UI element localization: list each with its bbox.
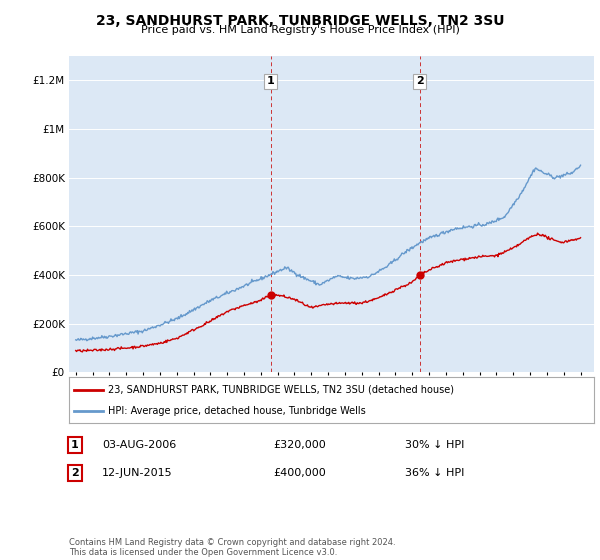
Text: 12-JUN-2015: 12-JUN-2015 xyxy=(102,468,173,478)
Text: HPI: Average price, detached house, Tunbridge Wells: HPI: Average price, detached house, Tunb… xyxy=(109,407,366,416)
Text: 23, SANDHURST PARK, TUNBRIDGE WELLS, TN2 3SU: 23, SANDHURST PARK, TUNBRIDGE WELLS, TN2… xyxy=(96,14,504,28)
Text: 2: 2 xyxy=(71,468,79,478)
Text: 1: 1 xyxy=(267,76,274,86)
Text: 36% ↓ HPI: 36% ↓ HPI xyxy=(405,468,464,478)
Text: £320,000: £320,000 xyxy=(273,440,326,450)
Text: 30% ↓ HPI: 30% ↓ HPI xyxy=(405,440,464,450)
Text: 03-AUG-2006: 03-AUG-2006 xyxy=(102,440,176,450)
Text: 1: 1 xyxy=(71,440,79,450)
Text: 2: 2 xyxy=(416,76,424,86)
Text: £400,000: £400,000 xyxy=(273,468,326,478)
Text: 23, SANDHURST PARK, TUNBRIDGE WELLS, TN2 3SU (detached house): 23, SANDHURST PARK, TUNBRIDGE WELLS, TN2… xyxy=(109,385,454,395)
Text: Price paid vs. HM Land Registry's House Price Index (HPI): Price paid vs. HM Land Registry's House … xyxy=(140,25,460,35)
Text: Contains HM Land Registry data © Crown copyright and database right 2024.
This d: Contains HM Land Registry data © Crown c… xyxy=(69,538,395,557)
